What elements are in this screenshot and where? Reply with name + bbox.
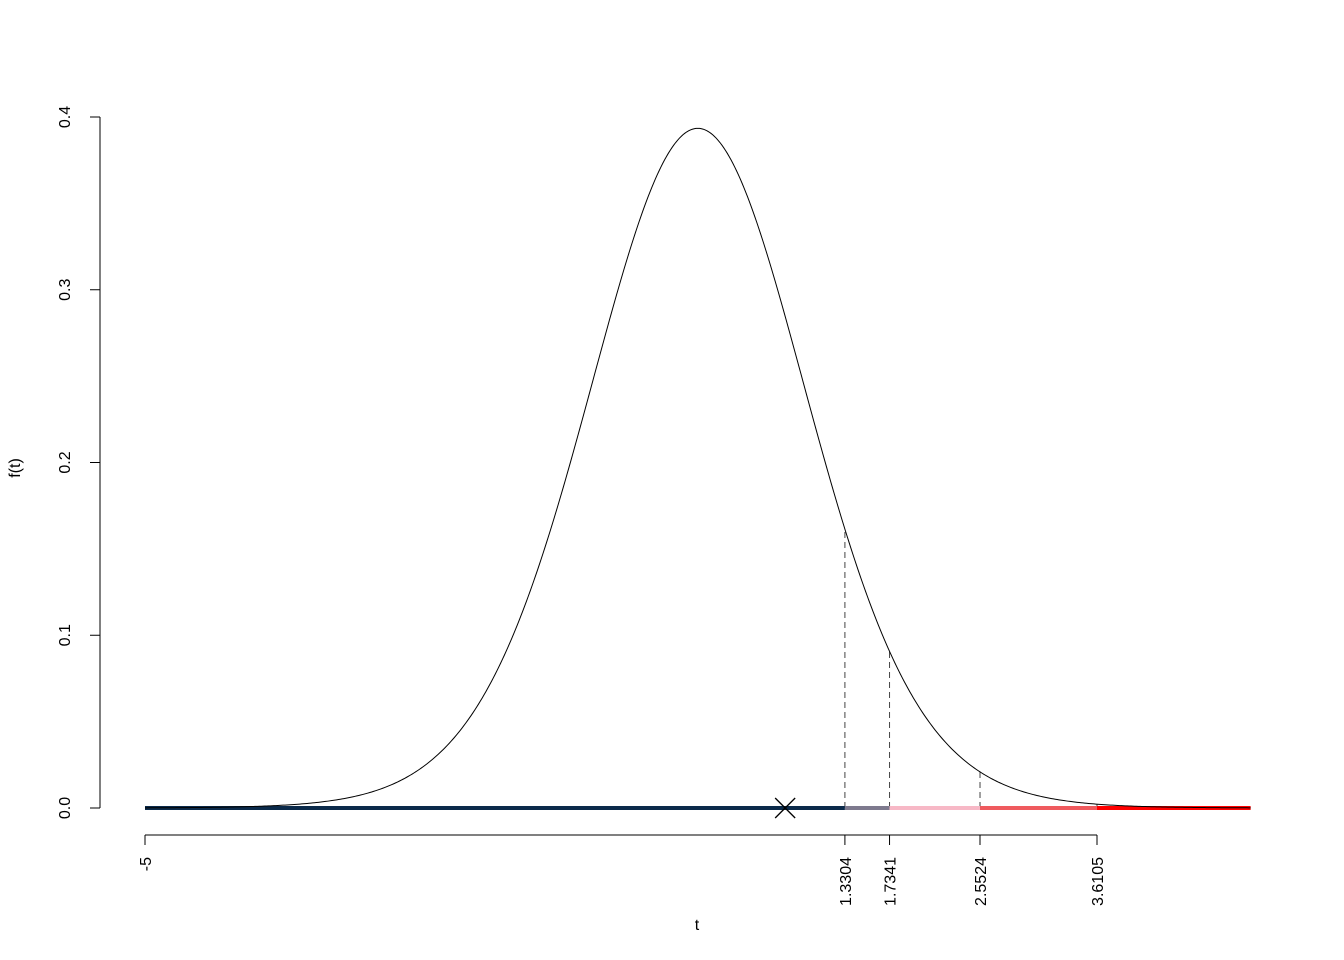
observed-statistic-marker [774,797,796,819]
x-tick-label: -5 [138,857,155,871]
x-tick-label: 3.6105 [1090,857,1107,906]
x-axis: -5 1.3304 1.7341 2.5524 3.6105 [138,834,1107,906]
y-tick-label: 0.0 [57,797,74,819]
y-axis: 0.0 0.1 0.2 0.3 0.4 [57,106,101,819]
x-ticks: -5 1.3304 1.7341 2.5524 3.6105 [138,835,1107,906]
observed-marker-stroke [774,797,796,819]
x-tick-label: 1.7341 [883,857,900,906]
x-axis-title: t [695,917,700,934]
y-tick-label: 0.4 [57,106,74,128]
y-tick-label: 0.2 [57,451,74,473]
x-tick-label: 1.3304 [838,857,855,906]
y-tick-label: 0.1 [57,624,74,646]
x-tick-label: 2.5524 [973,857,990,906]
y-ticks: 0.0 0.1 0.2 0.3 0.4 [57,106,100,819]
y-axis-title: f(t) [7,458,24,478]
density-curve [144,127,1251,809]
y-tick-label: 0.3 [57,279,74,301]
